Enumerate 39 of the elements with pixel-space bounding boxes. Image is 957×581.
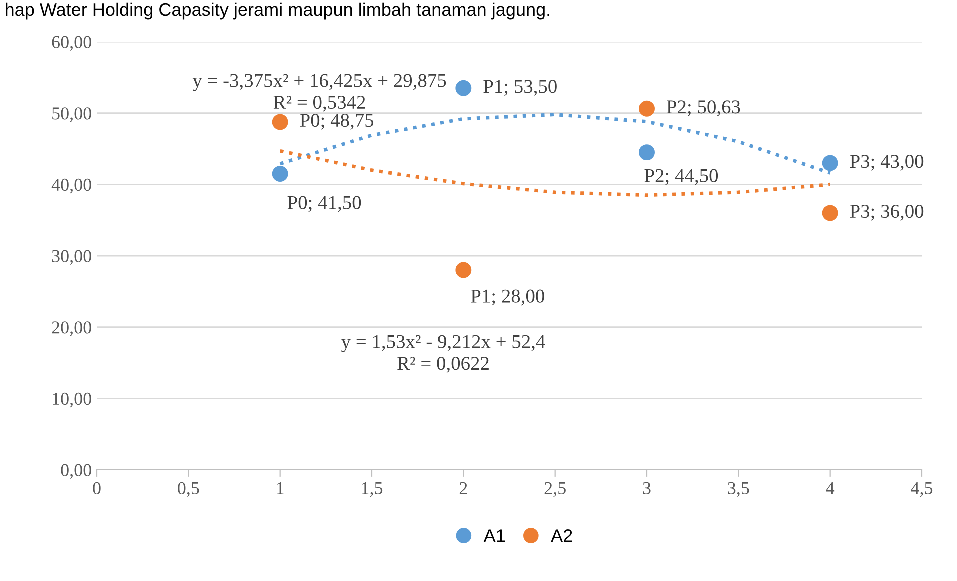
- point: [639, 144, 655, 161]
- point: [272, 114, 288, 130]
- annotation: y = -3,375x² + 16,425x + 29,875 R² = 0,5342: [192, 74, 446, 112]
- point: [456, 262, 472, 278]
- data-label: P2; 44,50: [644, 169, 718, 186]
- x-tick-label: 1,5: [362, 482, 383, 498]
- data-label: P0; 41,50: [288, 196, 362, 212]
- data-label: P3; 36,00: [850, 204, 924, 221]
- point: [456, 80, 472, 96]
- annotation: y = 1,53x² - 9,212x + 52,4 R² = 0,0622: [342, 335, 546, 373]
- legend-label: A1: [484, 530, 506, 542]
- x-tick-label: 2: [460, 482, 468, 494]
- x-tick-label: 4: [826, 482, 835, 494]
- y-tick-label: 60,00: [52, 36, 92, 52]
- line-series: [278, 149, 832, 198]
- data-label: P0; 48,75: [300, 114, 374, 130]
- x-tick-label: 0,5: [178, 482, 200, 498]
- x-tick-label: 4,5: [911, 482, 933, 498]
- x-tick-label: 0: [93, 482, 101, 495]
- point: [822, 205, 838, 222]
- y-tick-label: 20,00: [52, 322, 92, 336]
- x-tick-label: 3,5: [728, 482, 750, 498]
- point: [272, 166, 288, 182]
- point: [639, 100, 655, 117]
- text: hap Water Holding Capasity jerami maupun limbah tanaman jagung.: [6, 2, 550, 20]
- y-tick-label: 0,00: [61, 464, 92, 480]
- y-tick-label: 30,00: [52, 250, 92, 266]
- data-label: P2; 50,63: [667, 100, 740, 117]
- x-tick-label: 3: [643, 482, 651, 495]
- legend-label: A2: [551, 530, 572, 542]
- y-tick-label: 40,00: [52, 178, 92, 194]
- point: [822, 155, 838, 172]
- y-tick-label: 50,00: [52, 108, 92, 122]
- x-tick-label: 1: [277, 482, 284, 494]
- data-label: P1; 53,50: [484, 80, 557, 96]
- data-label: P1; 28,00: [471, 290, 544, 306]
- data-label: P3; 43,00: [850, 155, 924, 171]
- x-tick-label: 2,5: [544, 482, 566, 498]
- y-tick-label: 10,00: [53, 392, 92, 408]
